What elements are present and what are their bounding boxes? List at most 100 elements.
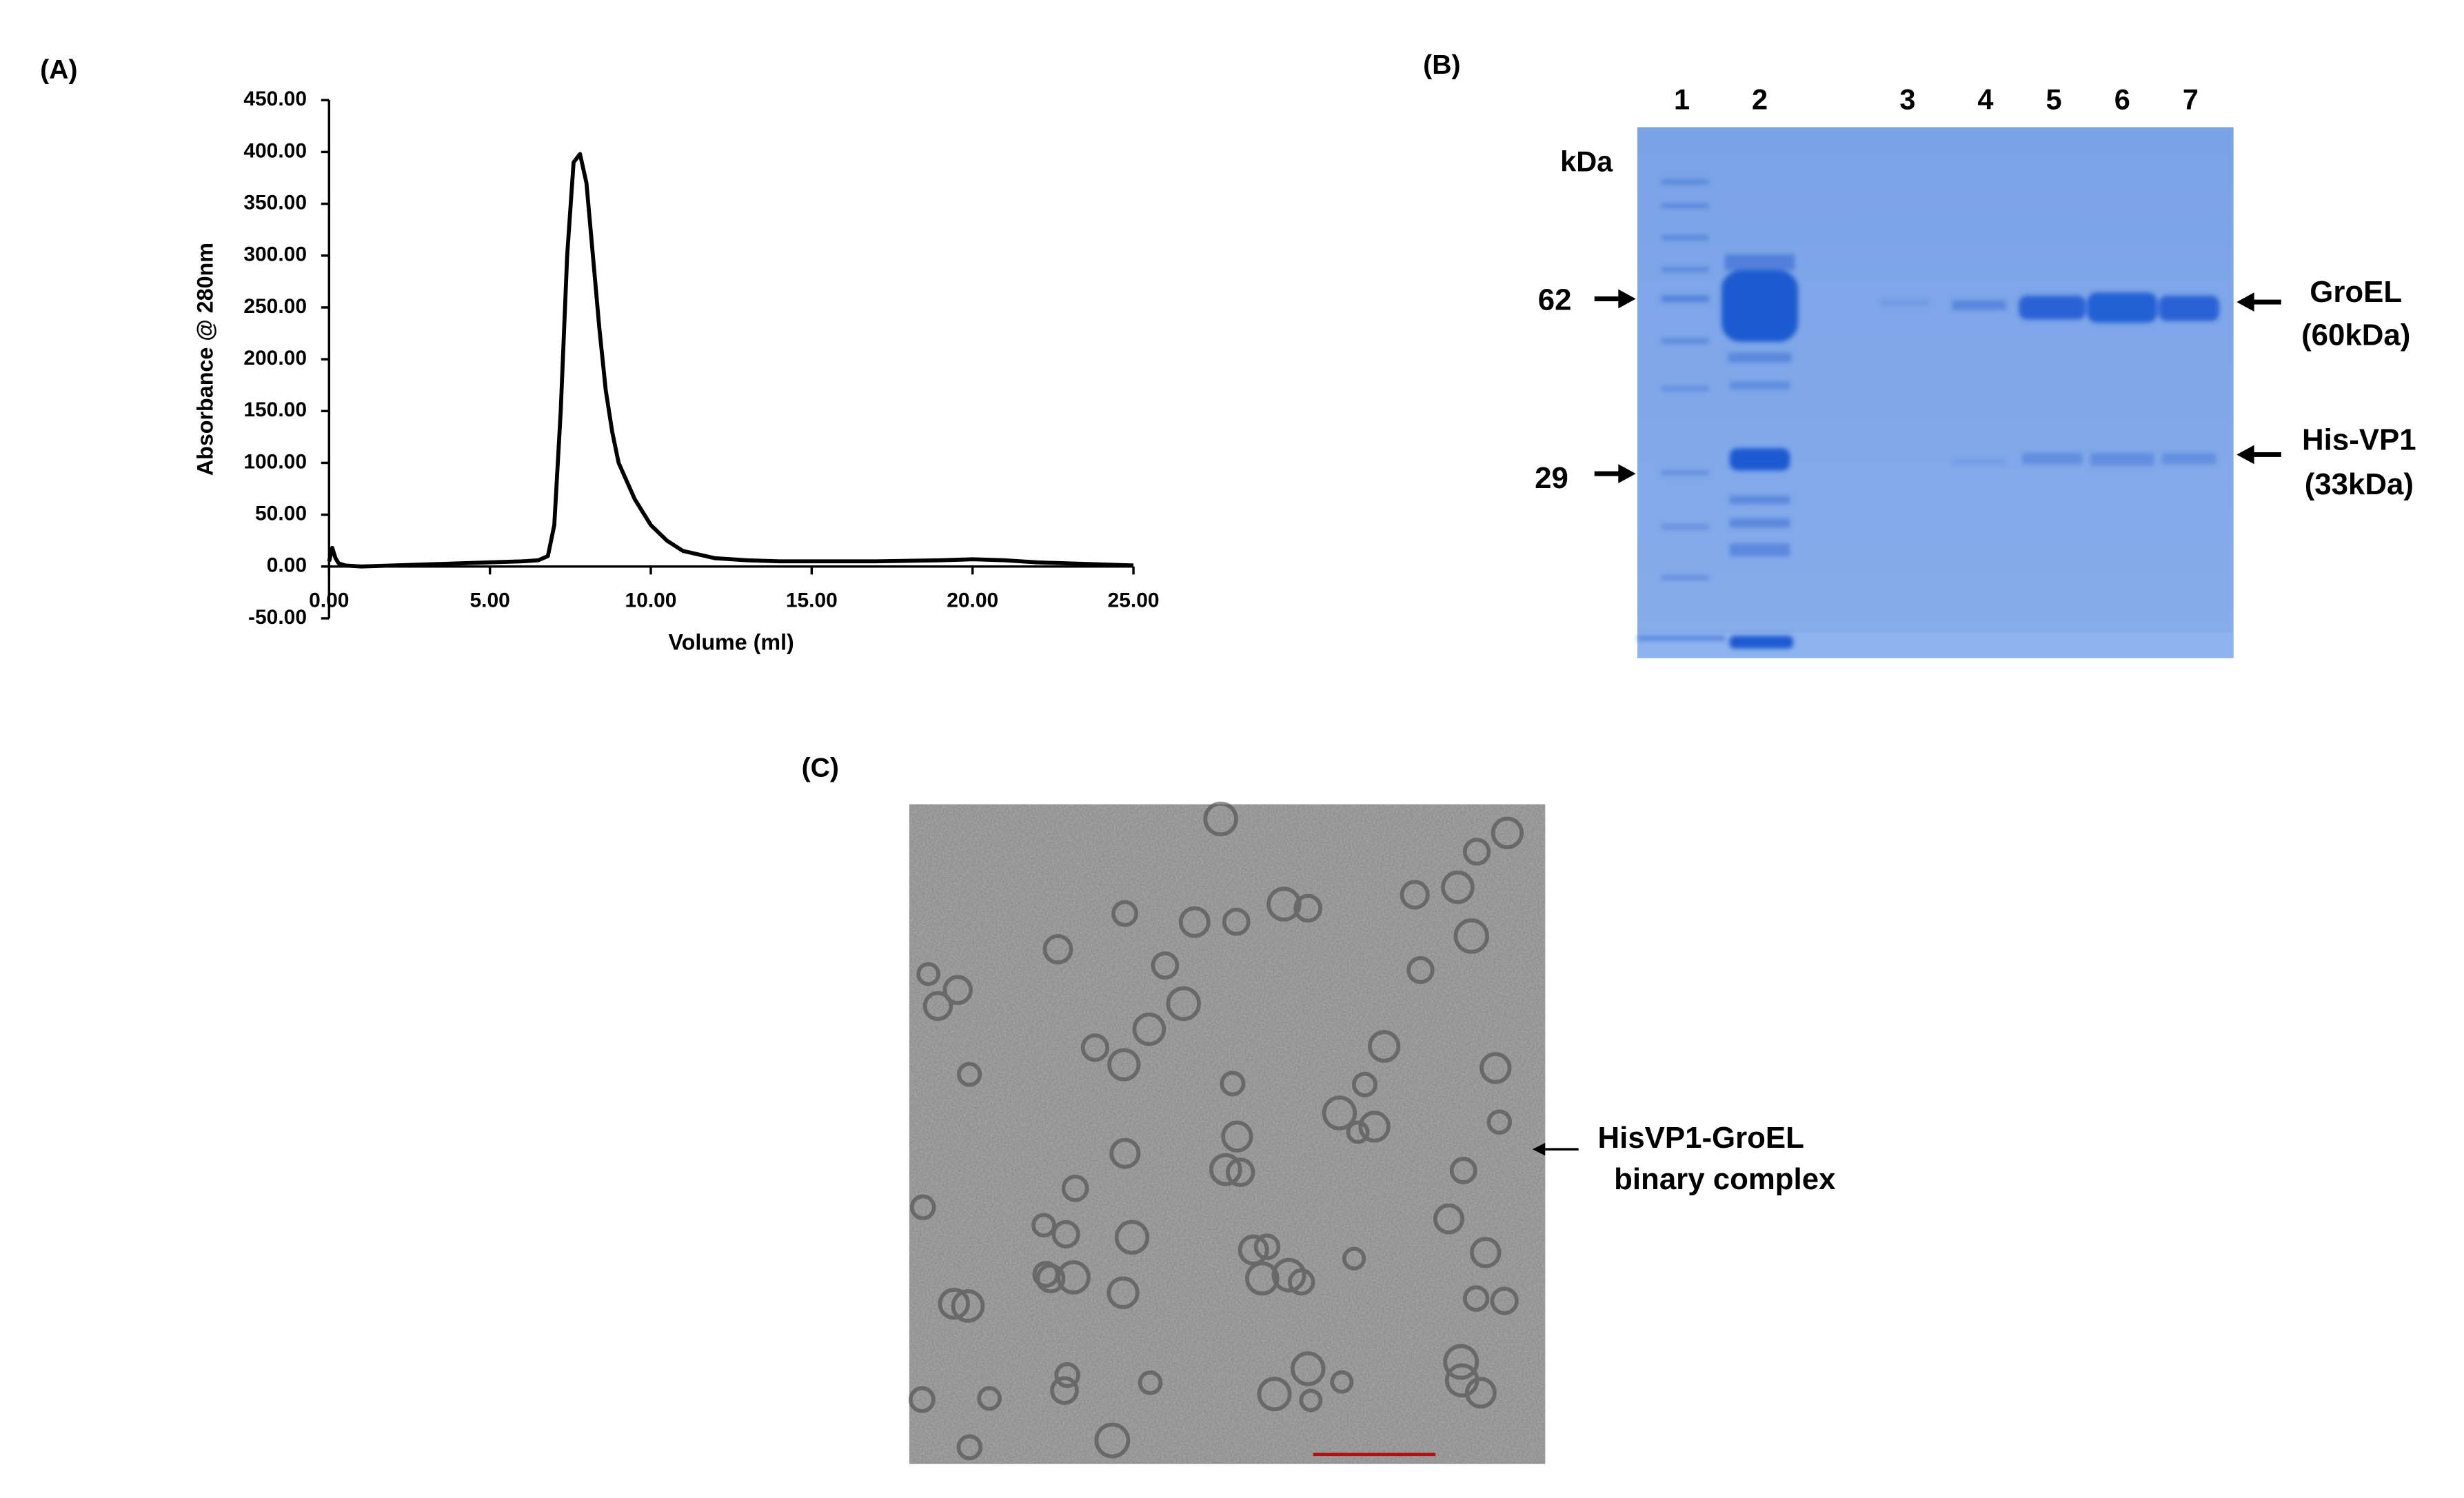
particle: [938, 1288, 970, 1320]
particle: [1257, 1377, 1292, 1412]
particle: [1290, 1351, 1326, 1386]
particle: [1400, 880, 1430, 910]
particle: [1443, 1344, 1480, 1380]
particle: [1299, 1388, 1323, 1413]
particle: [1330, 1370, 1354, 1394]
particle: [1266, 887, 1302, 922]
lane-label: 1: [1674, 83, 1690, 116]
particle: [1061, 1174, 1089, 1202]
lane-label: 2: [1752, 83, 1768, 116]
band-size: (60kDa): [2301, 318, 2410, 352]
particle: [1220, 1071, 1246, 1097]
particle: [1050, 1376, 1079, 1405]
particle: [1203, 801, 1238, 837]
particle: [1322, 1095, 1357, 1131]
particle: [1462, 838, 1491, 866]
particle: [942, 975, 973, 1005]
particle: [1051, 1219, 1080, 1249]
band-label: GroEL: [2310, 275, 2402, 309]
particle: [1209, 1153, 1242, 1186]
particle: [1271, 1257, 1306, 1293]
gel-bands: [1637, 179, 2219, 649]
micrograph-noise: [909, 804, 1546, 1464]
x-tick-label: 15.00: [786, 589, 838, 611]
chart: Absorbance @ 280nm Volume (ml) -50.000.0…: [192, 88, 1159, 654]
gel-edge: [1637, 632, 2234, 658]
particle: [977, 1386, 1002, 1411]
particle: [1221, 1120, 1253, 1153]
particle: [1486, 1109, 1513, 1135]
particle: [1441, 870, 1475, 904]
x-tick-label: 0.00: [309, 589, 349, 611]
particles: [908, 801, 1524, 1461]
particle: [1238, 1234, 1269, 1266]
gel: [1637, 127, 2234, 658]
particle: [1114, 1219, 1150, 1255]
particle: [916, 962, 940, 986]
particle: [1470, 1237, 1502, 1268]
particle: [909, 1194, 936, 1221]
y-tick-label: 100.00: [243, 450, 307, 473]
particle: [1342, 1246, 1366, 1271]
particle: [1449, 1157, 1477, 1184]
particle: [951, 1289, 985, 1323]
particle: [1491, 816, 1524, 849]
micrograph: HisVP1-GroEL binary complex: [908, 801, 1836, 1464]
band-size: (33kDa): [2305, 467, 2414, 501]
particle: [1032, 1261, 1060, 1288]
particle: [1225, 1157, 1255, 1187]
x-tick-label: 10.00: [625, 589, 676, 611]
particle: [922, 991, 953, 1022]
y-tick-label: 0.00: [267, 554, 307, 577]
marker-label: 62: [1538, 283, 1572, 317]
annotation: binary complex: [1614, 1162, 1836, 1196]
y-axis-label: Absorbance @ 280nm: [192, 243, 217, 476]
particle: [1358, 1111, 1391, 1143]
particle: [1253, 1233, 1281, 1260]
panel-label: (B): [1423, 50, 1460, 80]
particle: [1054, 1362, 1080, 1388]
y-tick-label: 250.00: [243, 295, 307, 318]
lane-label: 4: [1977, 83, 1993, 116]
y-tick-label: 150.00: [243, 398, 307, 421]
particle: [1351, 1071, 1378, 1097]
x-tick-label: 25.00: [1108, 589, 1160, 611]
particle: [1293, 893, 1323, 923]
data-line: [327, 152, 1134, 569]
lane-labels: 1 2 3 4 5 6 7: [1674, 83, 2199, 116]
particle: [1138, 1370, 1163, 1395]
panel-label: (A): [40, 55, 77, 85]
particle: [1245, 1261, 1280, 1296]
y-tick-label: 50.00: [255, 503, 307, 525]
x-tick-label: 20.00: [947, 589, 998, 611]
lane-label: 3: [1899, 83, 1915, 116]
particle: [1151, 951, 1180, 980]
lane-label: 7: [2183, 83, 2199, 116]
y-tick-label: 400.00: [243, 139, 307, 162]
particle: [1166, 986, 1201, 1022]
particle: [1222, 907, 1251, 936]
particle: [1406, 956, 1435, 984]
particle: [1107, 1048, 1141, 1082]
particle: [1042, 934, 1073, 965]
particle: [1031, 1213, 1056, 1238]
marker-label: 29: [1535, 461, 1568, 495]
y-tick-label: -50.00: [248, 606, 307, 629]
particle: [1433, 1203, 1464, 1235]
particle: [1346, 1120, 1370, 1144]
particle: [1132, 1012, 1167, 1046]
particle: [956, 1062, 982, 1087]
particle: [908, 1386, 936, 1413]
x-tick-label: 5.00: [469, 589, 509, 611]
particle: [1453, 918, 1489, 954]
particle: [1464, 1377, 1497, 1409]
y-tick-label: 300.00: [243, 243, 307, 266]
particle: [1094, 1422, 1131, 1459]
particle: [1109, 1137, 1141, 1169]
band-label: His-VP1: [2302, 423, 2416, 457]
y-tick-label: 200.00: [243, 347, 307, 370]
arrow-head: [1532, 1142, 1546, 1156]
